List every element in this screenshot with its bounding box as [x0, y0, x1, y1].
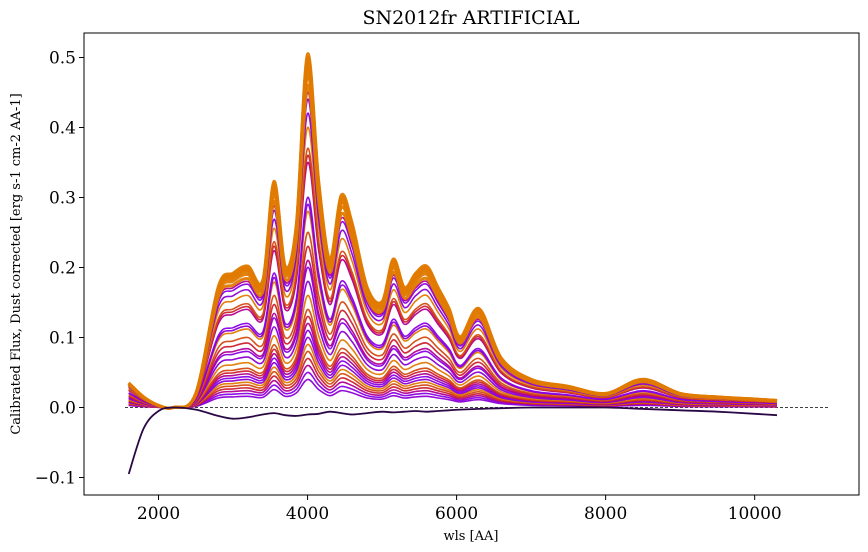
x-tick-label: 4000: [286, 504, 329, 524]
spectrum-line: [128, 196, 778, 409]
spectrum-line: [127, 406, 778, 475]
spectrum-line: [128, 231, 778, 409]
x-axis: 2000 4000 6000 8000 10000: [137, 495, 782, 524]
y-tick-label: 0.5: [49, 49, 76, 69]
plot-area: [124, 52, 830, 475]
y-tick-label: 0.0: [49, 399, 76, 419]
y-axis: −0.1 0.0 0.1 0.2 0.3 0.4 0.5: [35, 49, 84, 489]
x-tick-label: 6000: [435, 504, 478, 524]
spectrum-line: [128, 147, 778, 409]
chart-title: SN2012fr ARTIFICIAL: [362, 7, 579, 29]
spectrum-line: [128, 98, 778, 409]
y-axis-label: Calibrated Flux, Dust corrected [erg s-1…: [9, 93, 24, 434]
spectrum-line: [128, 112, 778, 409]
spectrum-line: [128, 294, 778, 409]
y-tick-label: 0.2: [49, 259, 76, 279]
spectrum-line: [127, 52, 778, 410]
x-axis-label: wls [AA]: [443, 529, 498, 544]
spectrum-line: [128, 259, 778, 409]
x-tick-label: 8000: [584, 504, 627, 524]
y-tick-label: −0.1: [35, 469, 76, 489]
y-tick-label: 0.1: [49, 329, 76, 349]
x-tick-label: 10000: [728, 504, 782, 524]
y-tick-label: 0.3: [49, 189, 76, 209]
plot-frame: [83, 32, 860, 496]
x-tick-label: 2000: [137, 504, 180, 524]
y-tick-label: 0.4: [49, 119, 76, 139]
